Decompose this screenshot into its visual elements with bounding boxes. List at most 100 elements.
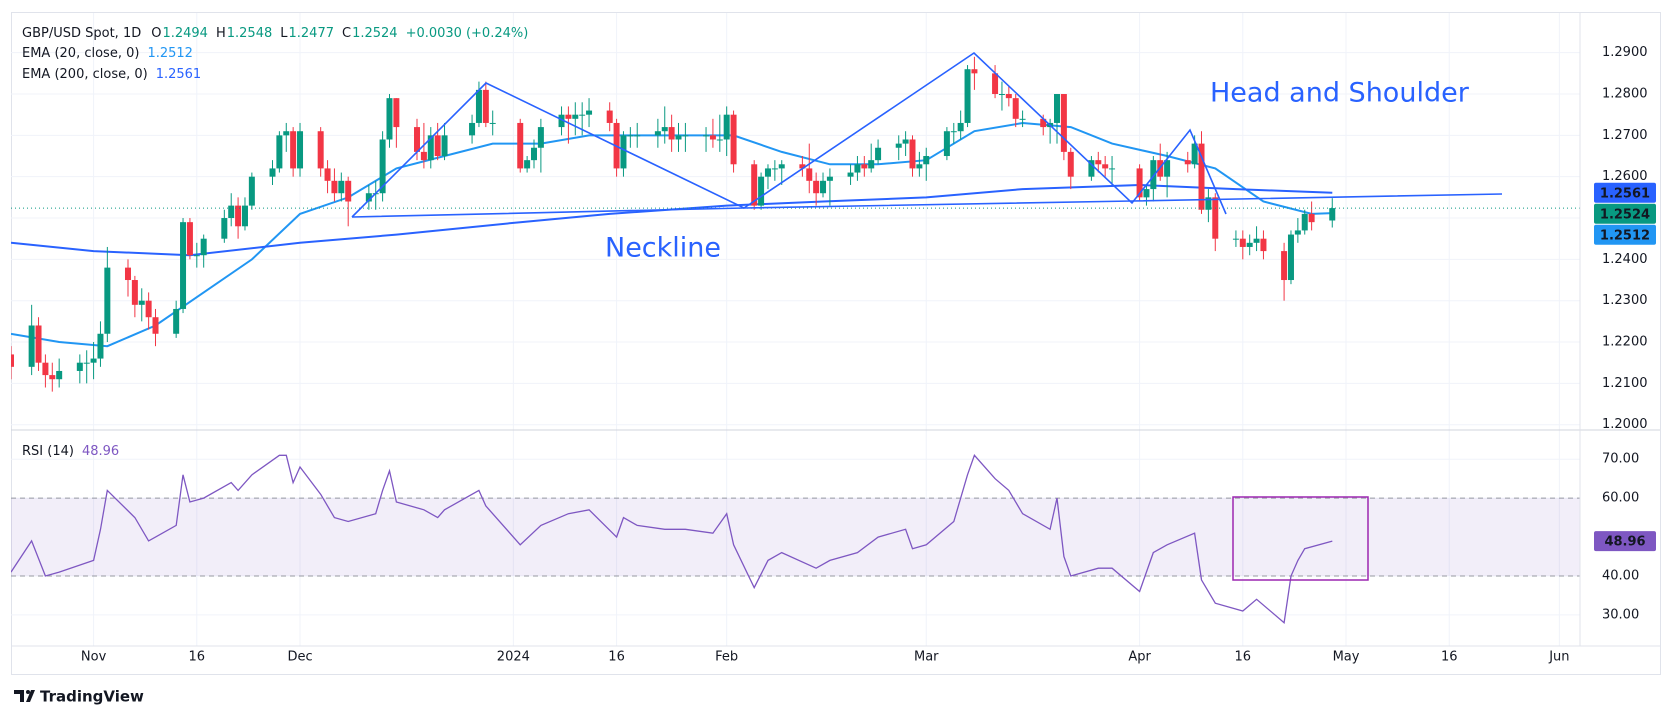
candle-body xyxy=(1143,189,1150,198)
candle xyxy=(730,110,737,173)
candle-body xyxy=(1102,164,1109,169)
ohlc-value: 1.2524 xyxy=(352,26,398,41)
candle-body xyxy=(56,370,63,380)
candle xyxy=(365,184,372,210)
ohlc-value: 1.2477 xyxy=(289,26,335,41)
candle xyxy=(1012,94,1019,128)
candle-body xyxy=(971,69,978,74)
y-tick-label: 1.2600 xyxy=(1602,169,1648,184)
header: GBP/USD Spot, 1D O1.2494 H1.2548 L1.2477 C1.… xyxy=(22,26,528,41)
candle xyxy=(200,234,207,268)
chart-frame xyxy=(11,12,1661,675)
candle xyxy=(627,127,634,148)
candle xyxy=(297,122,304,177)
candle-body xyxy=(964,69,971,123)
candle xyxy=(469,114,476,144)
candle-body xyxy=(1150,160,1157,190)
candle xyxy=(764,164,771,190)
candle xyxy=(1198,131,1205,214)
candle xyxy=(1301,209,1308,235)
candle-body xyxy=(654,131,661,136)
candle xyxy=(331,168,338,202)
candle-body xyxy=(1095,160,1102,165)
candle-body xyxy=(420,151,427,161)
candle-body xyxy=(992,73,999,95)
candle-body xyxy=(97,333,104,359)
candle xyxy=(1253,226,1260,252)
candle-body xyxy=(778,164,785,169)
candle xyxy=(1260,230,1267,260)
candle xyxy=(992,65,999,99)
candle xyxy=(634,122,641,148)
candle-body xyxy=(228,205,235,219)
candle xyxy=(42,354,49,388)
candle xyxy=(620,131,627,177)
candle xyxy=(668,114,675,152)
x-tick-label: Dec xyxy=(287,650,312,665)
candle xyxy=(909,135,916,177)
x-tick-label: May xyxy=(1333,650,1360,665)
candle-body xyxy=(1212,197,1219,239)
candle xyxy=(923,147,930,181)
legend-name: EMA (20, close, 0) xyxy=(22,46,139,61)
candle-body xyxy=(434,135,441,157)
legend-entry: EMA (200, close, 0) 1.2561 xyxy=(22,67,201,82)
candle xyxy=(1239,230,1246,260)
candle xyxy=(317,127,324,177)
y-tick-label: 1.2700 xyxy=(1602,128,1648,143)
candle-body xyxy=(751,164,758,206)
candle xyxy=(131,275,138,318)
candle xyxy=(998,81,1005,111)
candle xyxy=(771,160,778,181)
x-tick-label: 16 xyxy=(1235,650,1252,665)
candle-body xyxy=(1329,208,1336,221)
candle xyxy=(1088,156,1095,181)
candle-body xyxy=(235,205,242,227)
candle-body xyxy=(1005,94,1012,99)
candle xyxy=(104,246,111,343)
line-series xyxy=(11,454,1333,624)
candle-body xyxy=(868,160,875,169)
candle xyxy=(124,259,131,297)
candle xyxy=(228,193,235,227)
candle xyxy=(524,156,531,173)
candle xyxy=(290,127,297,177)
candle xyxy=(606,102,613,132)
x-tick-label: Apr xyxy=(1128,650,1151,665)
ohlc-label: C xyxy=(342,26,351,41)
annotation: Head and Shoulder xyxy=(1210,78,1470,109)
candle-body xyxy=(124,267,131,281)
candle xyxy=(379,131,386,202)
candle-body xyxy=(998,94,1005,96)
candle-body xyxy=(11,354,14,367)
legend-entry: EMA (20, close, 0) 1.2512 xyxy=(22,46,193,61)
pattern-lines xyxy=(351,51,1503,581)
candle xyxy=(138,288,145,322)
labels: 1.20001.21001.22001.23001.24001.25001.26… xyxy=(22,26,1656,665)
candle xyxy=(682,122,689,152)
candle xyxy=(427,127,434,169)
candle-body xyxy=(1205,197,1212,210)
brand: TradingView xyxy=(40,688,144,706)
candle xyxy=(28,304,35,376)
candle-body xyxy=(1308,213,1315,223)
candle-body xyxy=(1301,213,1308,231)
candle-body xyxy=(916,164,923,169)
candle xyxy=(517,118,524,173)
candle-body xyxy=(42,362,49,376)
candle-body xyxy=(764,168,771,177)
candle-body xyxy=(173,308,180,334)
legend-name: RSI (14) xyxy=(22,444,74,459)
ohlc-label: L xyxy=(280,26,288,41)
candle-body xyxy=(35,325,42,363)
candle xyxy=(345,176,352,227)
candle xyxy=(1143,184,1150,206)
candle xyxy=(902,131,909,157)
candle xyxy=(393,98,400,148)
candle xyxy=(1005,85,1012,107)
candle-body xyxy=(241,205,248,227)
candle xyxy=(83,350,90,384)
candle-body xyxy=(76,362,83,371)
candle-body xyxy=(572,114,579,119)
candle-body xyxy=(1136,168,1143,198)
